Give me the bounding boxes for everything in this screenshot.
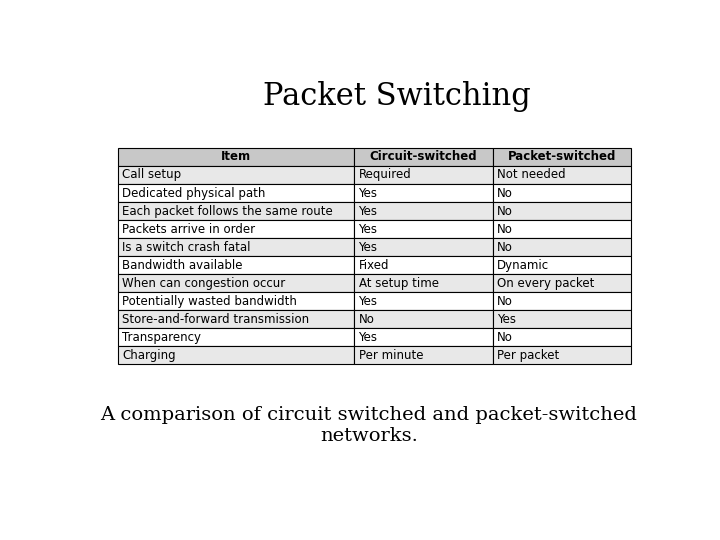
Bar xyxy=(492,310,631,328)
Bar xyxy=(118,166,354,184)
Text: Item: Item xyxy=(221,151,251,164)
Text: Yes: Yes xyxy=(359,222,377,235)
Bar xyxy=(492,202,631,220)
Bar xyxy=(492,346,631,364)
Text: No: No xyxy=(497,295,513,308)
Text: Yes: Yes xyxy=(359,240,377,254)
Bar xyxy=(354,238,492,256)
Text: No: No xyxy=(497,330,513,343)
Text: Per minute: Per minute xyxy=(359,349,423,362)
Bar xyxy=(354,274,492,292)
Bar xyxy=(118,292,354,310)
Text: Store-and-forward transmission: Store-and-forward transmission xyxy=(122,313,310,326)
Bar xyxy=(354,346,492,364)
Text: Packet Switching: Packet Switching xyxy=(263,82,531,112)
Text: When can congestion occur: When can congestion occur xyxy=(122,276,286,289)
Bar xyxy=(492,166,631,184)
Bar xyxy=(492,238,631,256)
Bar xyxy=(492,292,631,310)
Text: Yes: Yes xyxy=(359,205,377,218)
Text: Call setup: Call setup xyxy=(122,168,181,181)
Text: Charging: Charging xyxy=(122,349,176,362)
Text: Potentially wasted bandwidth: Potentially wasted bandwidth xyxy=(122,295,297,308)
Bar xyxy=(354,202,492,220)
Bar xyxy=(492,256,631,274)
Bar xyxy=(354,310,492,328)
Text: Yes: Yes xyxy=(359,330,377,343)
Bar xyxy=(118,148,354,166)
Bar xyxy=(354,220,492,238)
Text: Yes: Yes xyxy=(359,295,377,308)
Bar xyxy=(118,184,354,202)
Text: Packets arrive in order: Packets arrive in order xyxy=(122,222,256,235)
Bar xyxy=(492,184,631,202)
Bar xyxy=(118,310,354,328)
Text: Yes: Yes xyxy=(359,186,377,199)
Bar xyxy=(118,238,354,256)
Bar xyxy=(492,220,631,238)
Text: Per packet: Per packet xyxy=(497,349,559,362)
Text: Transparency: Transparency xyxy=(122,330,202,343)
Bar xyxy=(118,328,354,346)
Bar xyxy=(118,256,354,274)
Text: Each packet follows the same route: Each packet follows the same route xyxy=(122,205,333,218)
Bar xyxy=(354,148,492,166)
Text: Packet-switched: Packet-switched xyxy=(508,151,616,164)
Text: Fixed: Fixed xyxy=(359,259,389,272)
Bar xyxy=(354,184,492,202)
Bar xyxy=(492,148,631,166)
Bar xyxy=(354,256,492,274)
Text: Is a switch crash fatal: Is a switch crash fatal xyxy=(122,240,251,254)
Text: Required: Required xyxy=(359,168,411,181)
Text: A comparison of circuit switched and packet-switched
networks.: A comparison of circuit switched and pac… xyxy=(101,406,637,444)
Bar xyxy=(492,274,631,292)
Bar xyxy=(118,220,354,238)
Text: Bandwidth available: Bandwidth available xyxy=(122,259,243,272)
Bar xyxy=(118,202,354,220)
Text: No: No xyxy=(497,222,513,235)
Text: Dedicated physical path: Dedicated physical path xyxy=(122,186,266,199)
Bar xyxy=(354,328,492,346)
Bar xyxy=(354,166,492,184)
Text: Circuit-switched: Circuit-switched xyxy=(369,151,477,164)
Text: Dynamic: Dynamic xyxy=(497,259,549,272)
Text: No: No xyxy=(359,313,374,326)
Text: On every packet: On every packet xyxy=(497,276,595,289)
Text: No: No xyxy=(497,240,513,254)
Text: No: No xyxy=(497,186,513,199)
Bar xyxy=(354,292,492,310)
Text: Yes: Yes xyxy=(497,313,516,326)
Bar xyxy=(118,274,354,292)
Text: At setup time: At setup time xyxy=(359,276,438,289)
Text: No: No xyxy=(497,205,513,218)
Bar xyxy=(492,328,631,346)
Bar xyxy=(118,346,354,364)
Text: Not needed: Not needed xyxy=(497,168,566,181)
